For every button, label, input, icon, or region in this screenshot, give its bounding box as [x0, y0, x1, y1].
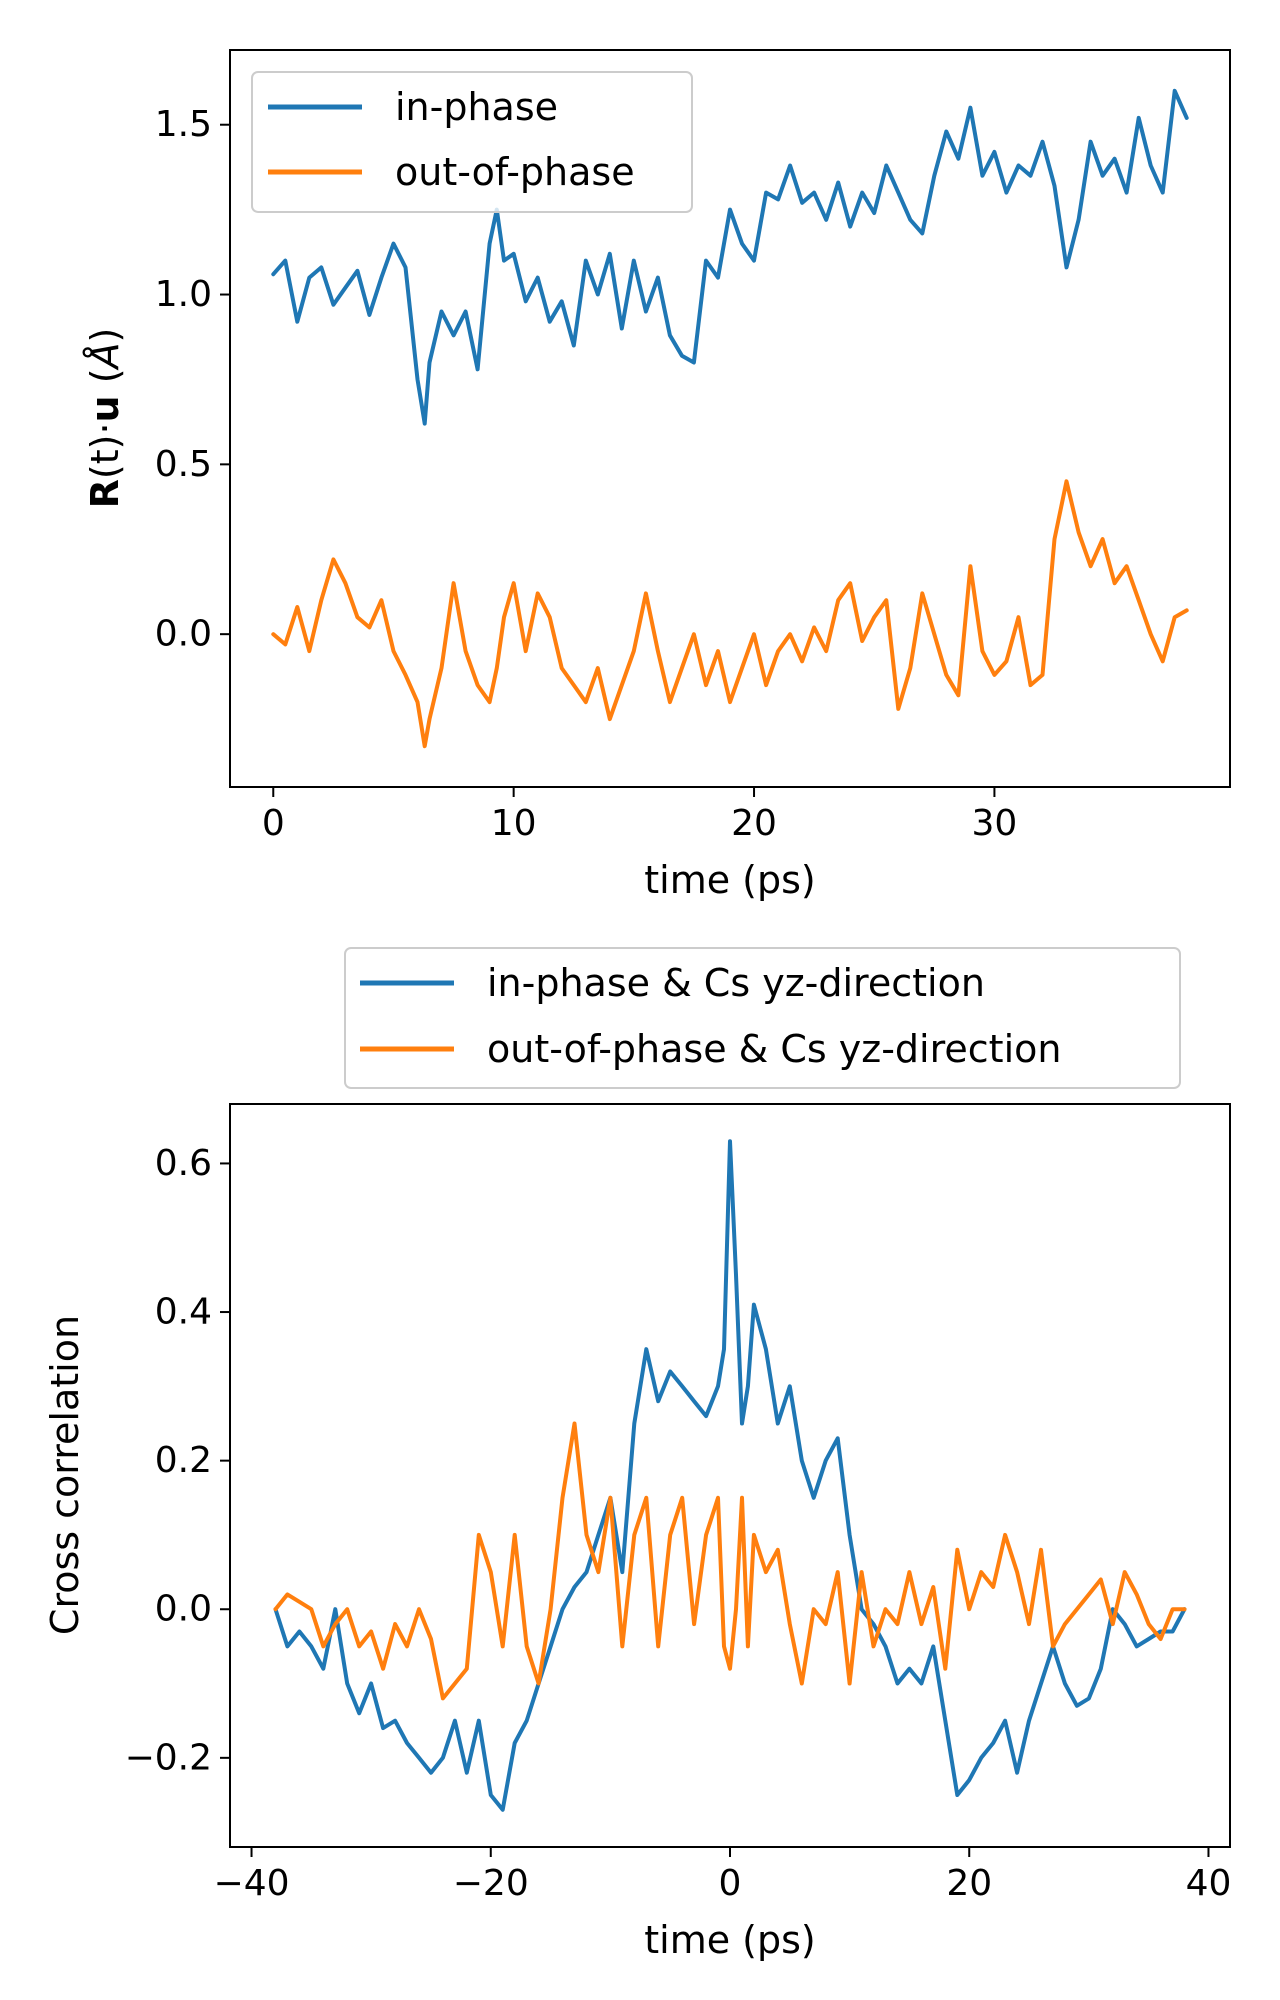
bottom-y-tick-label: 0.0 — [155, 1589, 212, 1630]
top-legend-label-out-of-phase: out-of-phase — [395, 150, 635, 194]
top-x-tick-label: 0 — [262, 803, 285, 844]
top-chart-lines — [271, 88, 1189, 749]
y-label-close-paren: ) — [83, 328, 127, 343]
top-chart-ticks: 0 10 20 30 0.0 0.5 1.0 1.5 — [155, 104, 1018, 844]
bottom-y-tick-label: −0.2 — [125, 1737, 212, 1778]
top-y-tick-label: 0.0 — [155, 614, 212, 655]
top-chart-x-axis-label: time (ps) — [644, 858, 816, 902]
bottom-chart-lines — [273, 1139, 1187, 1812]
bottom-legend-frame — [344, 947, 1181, 1089]
top-legend-label-in-phase: in-phase — [395, 85, 558, 129]
bottom-chart-y-axis-label: Cross correlation — [43, 1315, 87, 1635]
bottom-chart-legend: in-phase & Cs yz-direction out-of-phase … — [344, 947, 1181, 1089]
top-series-line-out-of-phase — [271, 479, 1189, 749]
top-y-tick-label: 0.5 — [155, 444, 212, 485]
top-x-tick-label: 30 — [972, 803, 1018, 844]
y-label-open-paren: ( — [83, 368, 127, 395]
bottom-series-line-in-phase — [273, 1139, 1187, 1812]
bottom-x-tick-label: 0 — [719, 1863, 742, 1904]
bottom-legend-label-in-phase: in-phase & Cs yz-direction — [487, 961, 985, 1005]
bottom-x-tick-label: −20 — [453, 1863, 529, 1904]
top-y-tick-label: 1.0 — [155, 274, 212, 315]
bottom-legend-label-out-of-phase: out-of-phase & Cs yz-direction — [487, 1027, 1061, 1071]
top-series-line-in-phase — [271, 88, 1189, 426]
bottom-x-tick-label: 40 — [1186, 1863, 1232, 1904]
y-label-time-dot: (t)· — [83, 422, 127, 479]
top-y-tick-label: 1.5 — [155, 104, 212, 145]
bottom-chart: −40 −20 0 20 40 −0.2 0.0 0.2 0.4 0.6 time (ps) Cr… — [43, 947, 1232, 1962]
bottom-x-tick-label: −40 — [214, 1863, 290, 1904]
top-chart-axes-frame — [229, 49, 1231, 788]
bottom-chart-axes-frame — [229, 1103, 1231, 1848]
bottom-y-tick-label: 0.4 — [155, 1292, 212, 1333]
top-x-tick-label: 10 — [491, 803, 537, 844]
top-chart-y-axis-label: R(t)·u (Å) — [83, 328, 127, 509]
top-chart-legend: in-phase out-of-phase — [251, 71, 693, 213]
bottom-y-tick-label: 0.2 — [155, 1440, 212, 1481]
bottom-y-tick-label: 0.6 — [155, 1143, 212, 1184]
bottom-chart-x-axis-label: time (ps) — [644, 1918, 816, 1962]
bottom-chart-ticks: −40 −20 0 20 40 −0.2 0.0 0.2 0.4 0.6 — [125, 1143, 1232, 1904]
top-x-tick-label: 20 — [731, 803, 777, 844]
y-label-vector-r: R — [83, 479, 127, 508]
y-label-unit: Å — [83, 342, 127, 371]
y-label-vector-u: u — [83, 395, 127, 422]
bottom-series-line-out-of-phase — [273, 1421, 1187, 1701]
top-chart: 0 10 20 30 0.0 0.5 1.0 1.5 time (ps) R(t)·u (Å)… — [83, 49, 1231, 902]
bottom-x-tick-label: 20 — [946, 1863, 992, 1904]
